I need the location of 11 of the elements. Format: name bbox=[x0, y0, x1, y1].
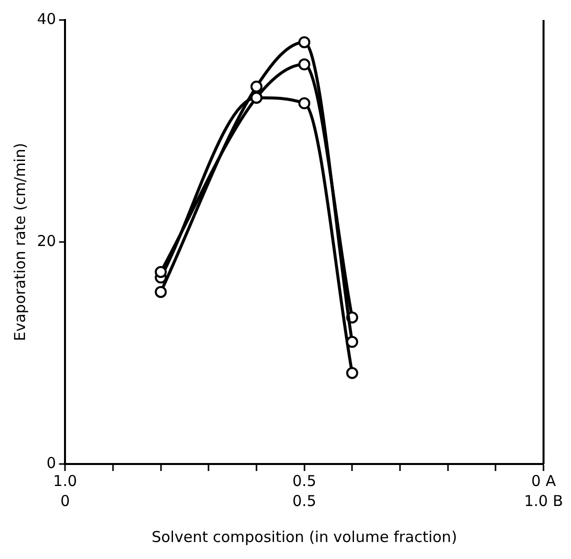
x-axis-title: Solvent composition (in volume fraction) bbox=[152, 528, 458, 546]
x2-tick-label: 1.0 B bbox=[524, 492, 564, 510]
x-tick-label: 0 A bbox=[531, 472, 557, 490]
x-tick-label: 1.0 bbox=[53, 472, 78, 490]
y-tick-label: 40 bbox=[36, 10, 56, 28]
y-tick-label: 20 bbox=[36, 232, 56, 250]
y-tick-label: 0 bbox=[46, 454, 56, 472]
x2-tick-label: 0.5 bbox=[292, 492, 316, 510]
x2-tick-label: 0 bbox=[60, 492, 70, 510]
x-tick-label: 0.5 bbox=[292, 472, 316, 490]
y-axis-title: Evaporation rate (cm/min) bbox=[10, 142, 29, 342]
